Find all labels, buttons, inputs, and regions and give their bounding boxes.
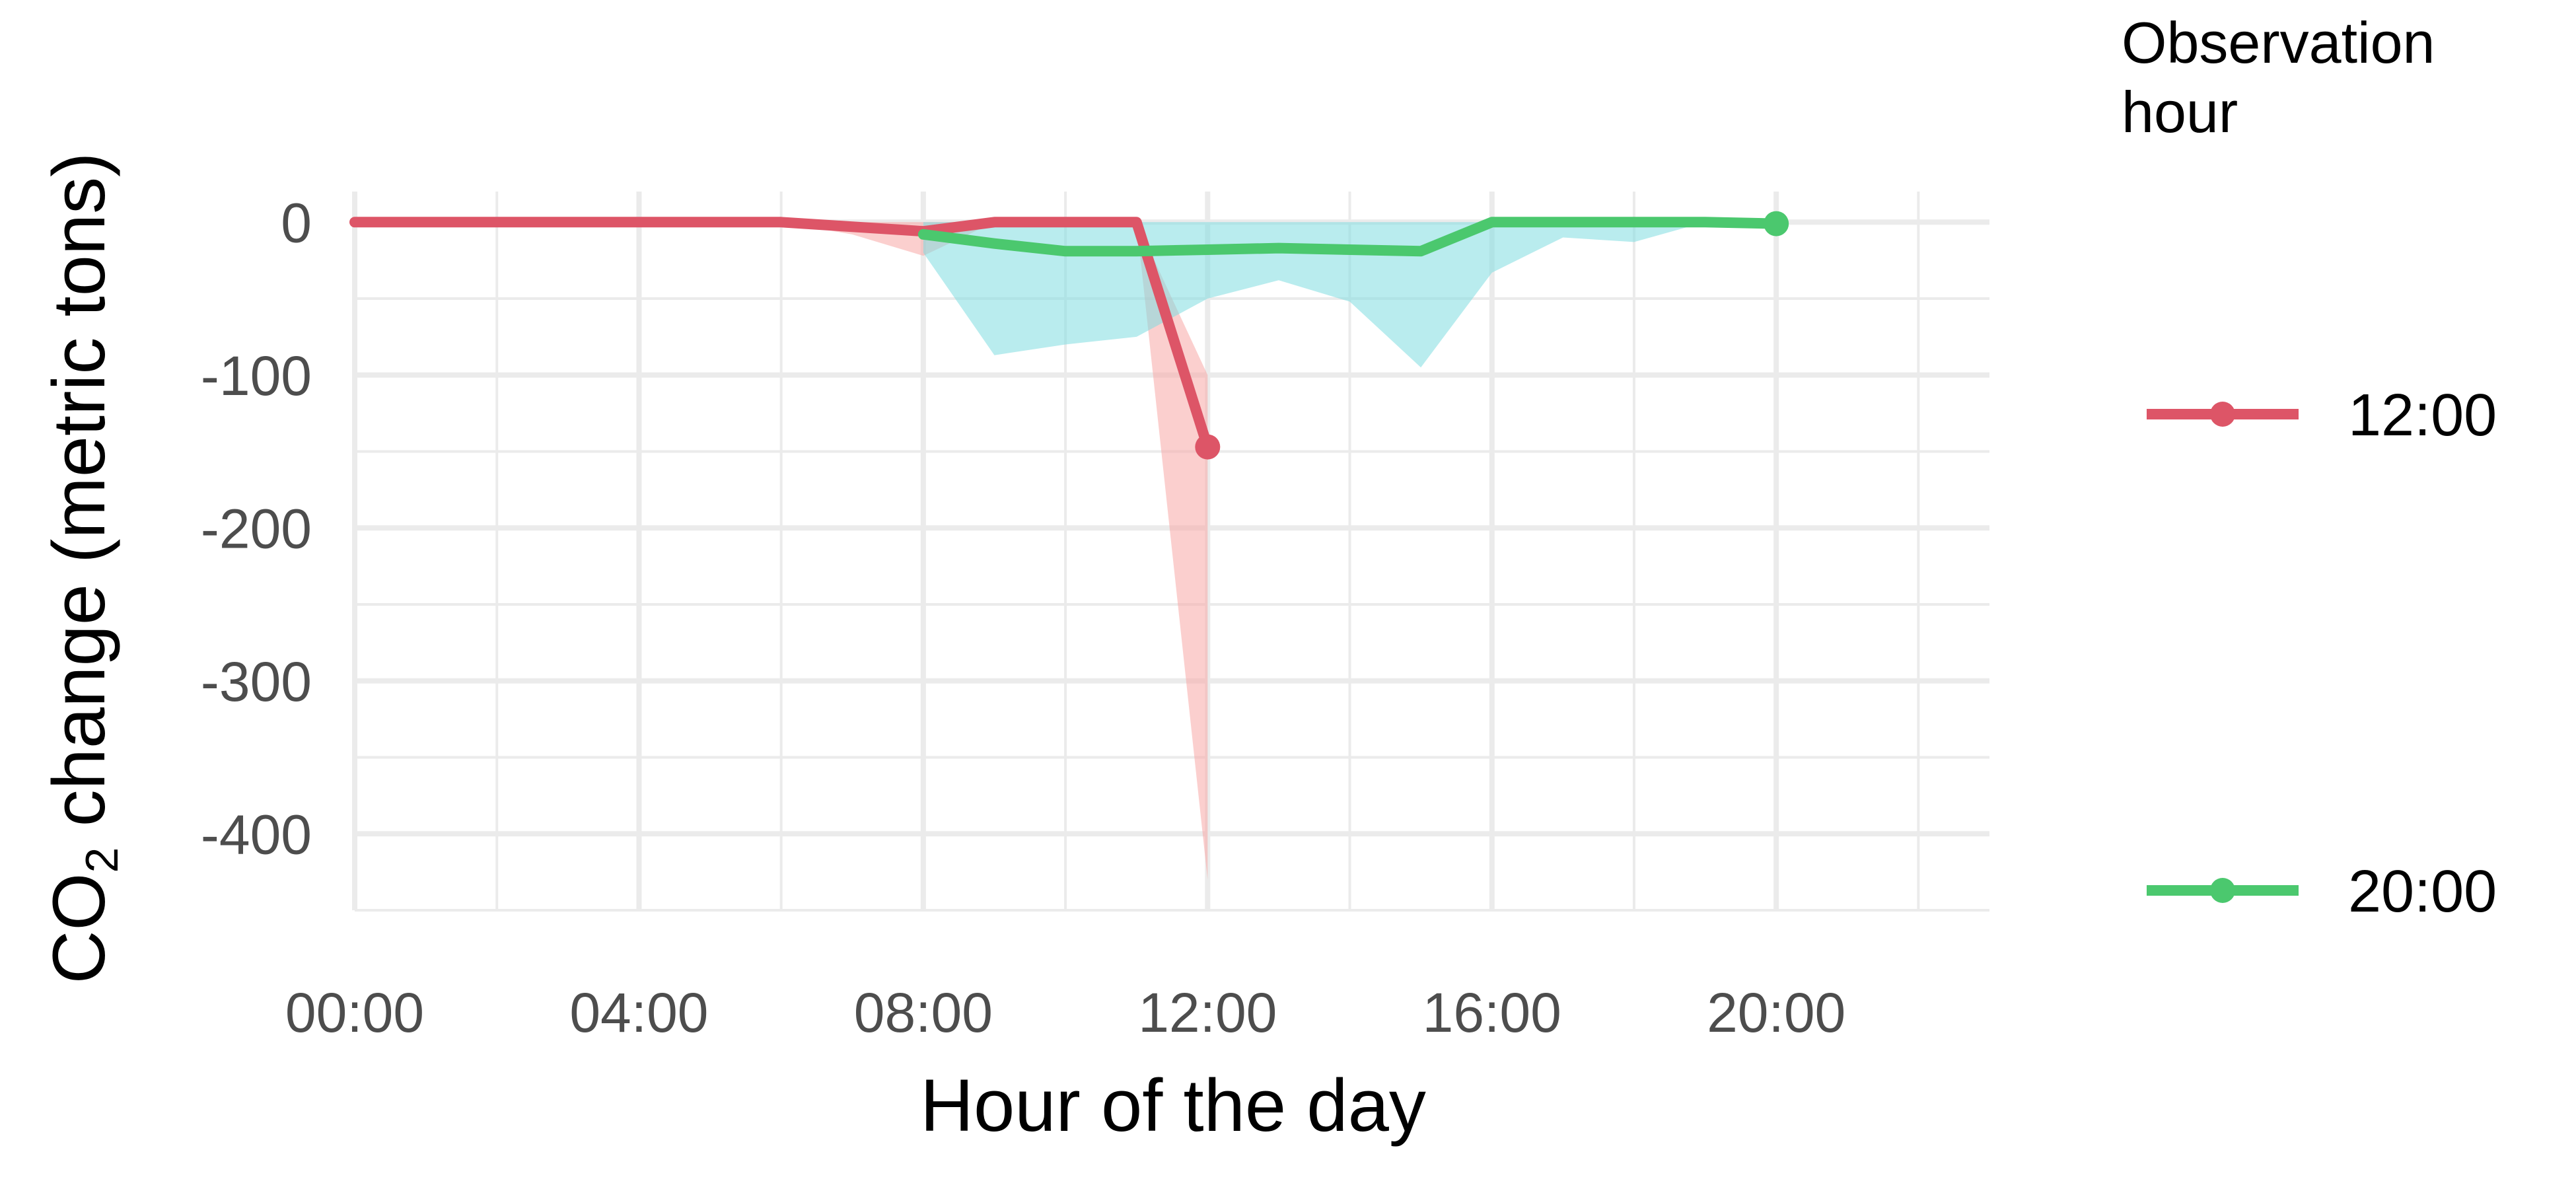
y-axis-tick-labels: 0 -100 -200 -300 -400 <box>201 192 312 865</box>
series-points <box>1195 211 1789 460</box>
legend-key-point-0 <box>2210 402 2235 427</box>
y-axis-title-rest: change (metric tons) <box>38 153 120 847</box>
y-tick-label: 0 <box>281 192 312 254</box>
x-tick-label: 00:00 <box>285 982 424 1044</box>
x-tick-label: 20:00 <box>1707 982 1845 1044</box>
y-tick-label: -100 <box>201 345 312 407</box>
legend-label-0: 12:00 <box>2348 382 2497 449</box>
legend-title-line-2: hour <box>2122 79 2238 145</box>
legend-items: 12:00 20:00 <box>2147 382 2497 925</box>
series-endpoint-0 <box>1195 434 1221 460</box>
y-tick-label: -200 <box>201 497 312 559</box>
x-tick-label: 08:00 <box>854 982 993 1044</box>
confidence-bands <box>355 222 1777 880</box>
series-line-1 <box>917 217 1782 257</box>
x-tick-label: 04:00 <box>569 982 708 1044</box>
legend-title-line-1: Observation <box>2122 10 2435 75</box>
y-axis-title-main: CO <box>38 873 120 984</box>
series-line-0 <box>349 217 1213 452</box>
x-tick-label: 12:00 <box>1138 982 1277 1044</box>
y-axis-title-subscript: 2 <box>76 847 127 873</box>
legend-label-1: 20:00 <box>2348 859 2497 925</box>
y-axis-title: CO2 change (metric tons) <box>38 153 127 984</box>
legend: Observation hour 12:00 20:00 <box>2122 10 2497 925</box>
x-axis-tick-labels: 00:00 04:00 08:00 12:00 16:00 20:00 <box>285 982 1845 1044</box>
series-endpoint-1 <box>1764 211 1789 236</box>
y-tick-label: -400 <box>201 803 312 865</box>
confidence-band-1 <box>923 222 1777 368</box>
legend-key-point-1 <box>2210 878 2235 903</box>
x-tick-label: 16:00 <box>1423 982 1561 1044</box>
y-tick-label: -300 <box>201 651 312 713</box>
series-lines <box>349 217 1782 452</box>
x-axis-title: Hour of the day <box>920 1064 1426 1147</box>
